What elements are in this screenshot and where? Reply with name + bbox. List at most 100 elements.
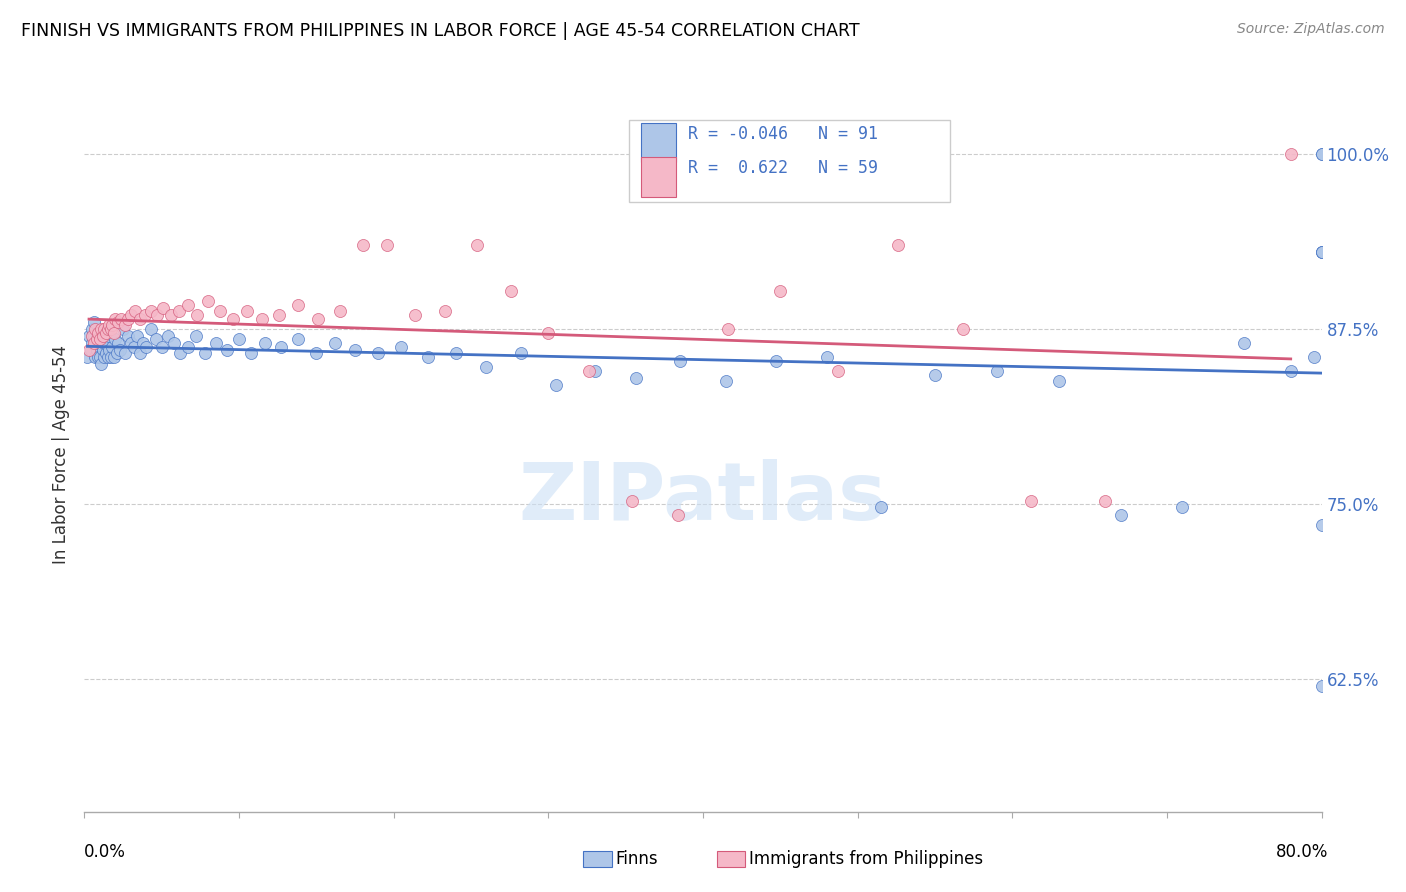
Point [475,359,498,374]
Point [323,336,346,351]
Point [134,308,156,322]
Point [1109,508,1132,522]
Point [97,350,120,364]
Point [100,350,122,364]
FancyBboxPatch shape [628,120,950,202]
Point [167,303,190,318]
Point [104,332,127,346]
Point [546,378,568,392]
Point [240,345,263,359]
Point [97,322,120,336]
Point [120,336,142,351]
Y-axis label: In Labor Force | Age 45-54: In Labor Force | Age 45-54 [52,345,70,565]
Point [1310,517,1333,532]
Point [112,322,135,336]
Point [125,329,148,343]
Point [120,308,142,322]
Point [769,284,792,298]
Point [98,329,121,343]
Point [287,332,309,346]
Point [177,340,200,354]
Point [924,368,946,383]
Point [89,329,111,343]
Point [1279,364,1302,378]
Point [98,318,121,332]
Point [86,332,108,346]
Point [887,238,910,252]
Point [537,326,560,341]
Point [90,322,112,336]
Point [135,340,157,354]
Text: ZIPatlas: ZIPatlas [519,458,887,537]
Point [367,345,389,359]
Point [509,345,531,359]
Point [90,357,112,371]
Point [1047,374,1070,388]
Point [94,329,117,343]
Text: R =  0.622   N = 59: R = 0.622 N = 59 [688,159,879,177]
Point [716,374,738,388]
Point [1310,245,1333,260]
Point [76,350,98,364]
Point [150,340,173,354]
Point [465,238,488,252]
Point [91,343,114,357]
Point [152,301,174,315]
Point [105,345,128,359]
Point [124,303,146,318]
Text: Finns: Finns [616,850,658,868]
Point [94,345,117,359]
Point [79,343,101,357]
Point [1279,147,1302,161]
Point [139,322,162,336]
Point [98,343,121,357]
Point [107,336,129,351]
Text: 0.0%: 0.0% [84,843,127,861]
Point [952,322,974,336]
Point [108,343,131,357]
Point [129,312,152,326]
Text: Immigrants from Philippines: Immigrants from Philippines [749,850,984,868]
Point [305,345,328,359]
Point [83,336,105,351]
Point [129,345,152,359]
Point [114,345,136,359]
Point [626,371,648,385]
Point [1233,336,1256,351]
Point [156,329,179,343]
Point [827,364,849,378]
Point [101,340,124,354]
Point [94,326,117,341]
Point [86,329,108,343]
Point [84,322,107,336]
Point [177,298,200,312]
Point [132,336,155,351]
Point [252,312,274,326]
Point [163,336,186,351]
Text: Source: ZipAtlas.com: Source: ZipAtlas.com [1237,22,1385,37]
Point [287,298,309,312]
Point [83,315,105,329]
Point [269,308,291,322]
Point [986,364,1008,378]
Point [91,329,114,343]
Point [391,340,413,354]
Point [228,332,250,346]
Point [215,343,238,357]
Point [669,354,692,368]
Point [578,364,600,378]
Point [87,350,110,364]
Point [1310,245,1333,260]
Point [184,329,207,343]
Point [84,350,107,364]
Point [103,326,125,341]
Bar [641,157,676,196]
Point [117,329,139,343]
Point [89,350,111,364]
Point [194,345,217,359]
Point [82,329,104,343]
Point [110,312,132,326]
Point [1310,679,1333,693]
Point [82,336,104,351]
Point [815,350,838,364]
